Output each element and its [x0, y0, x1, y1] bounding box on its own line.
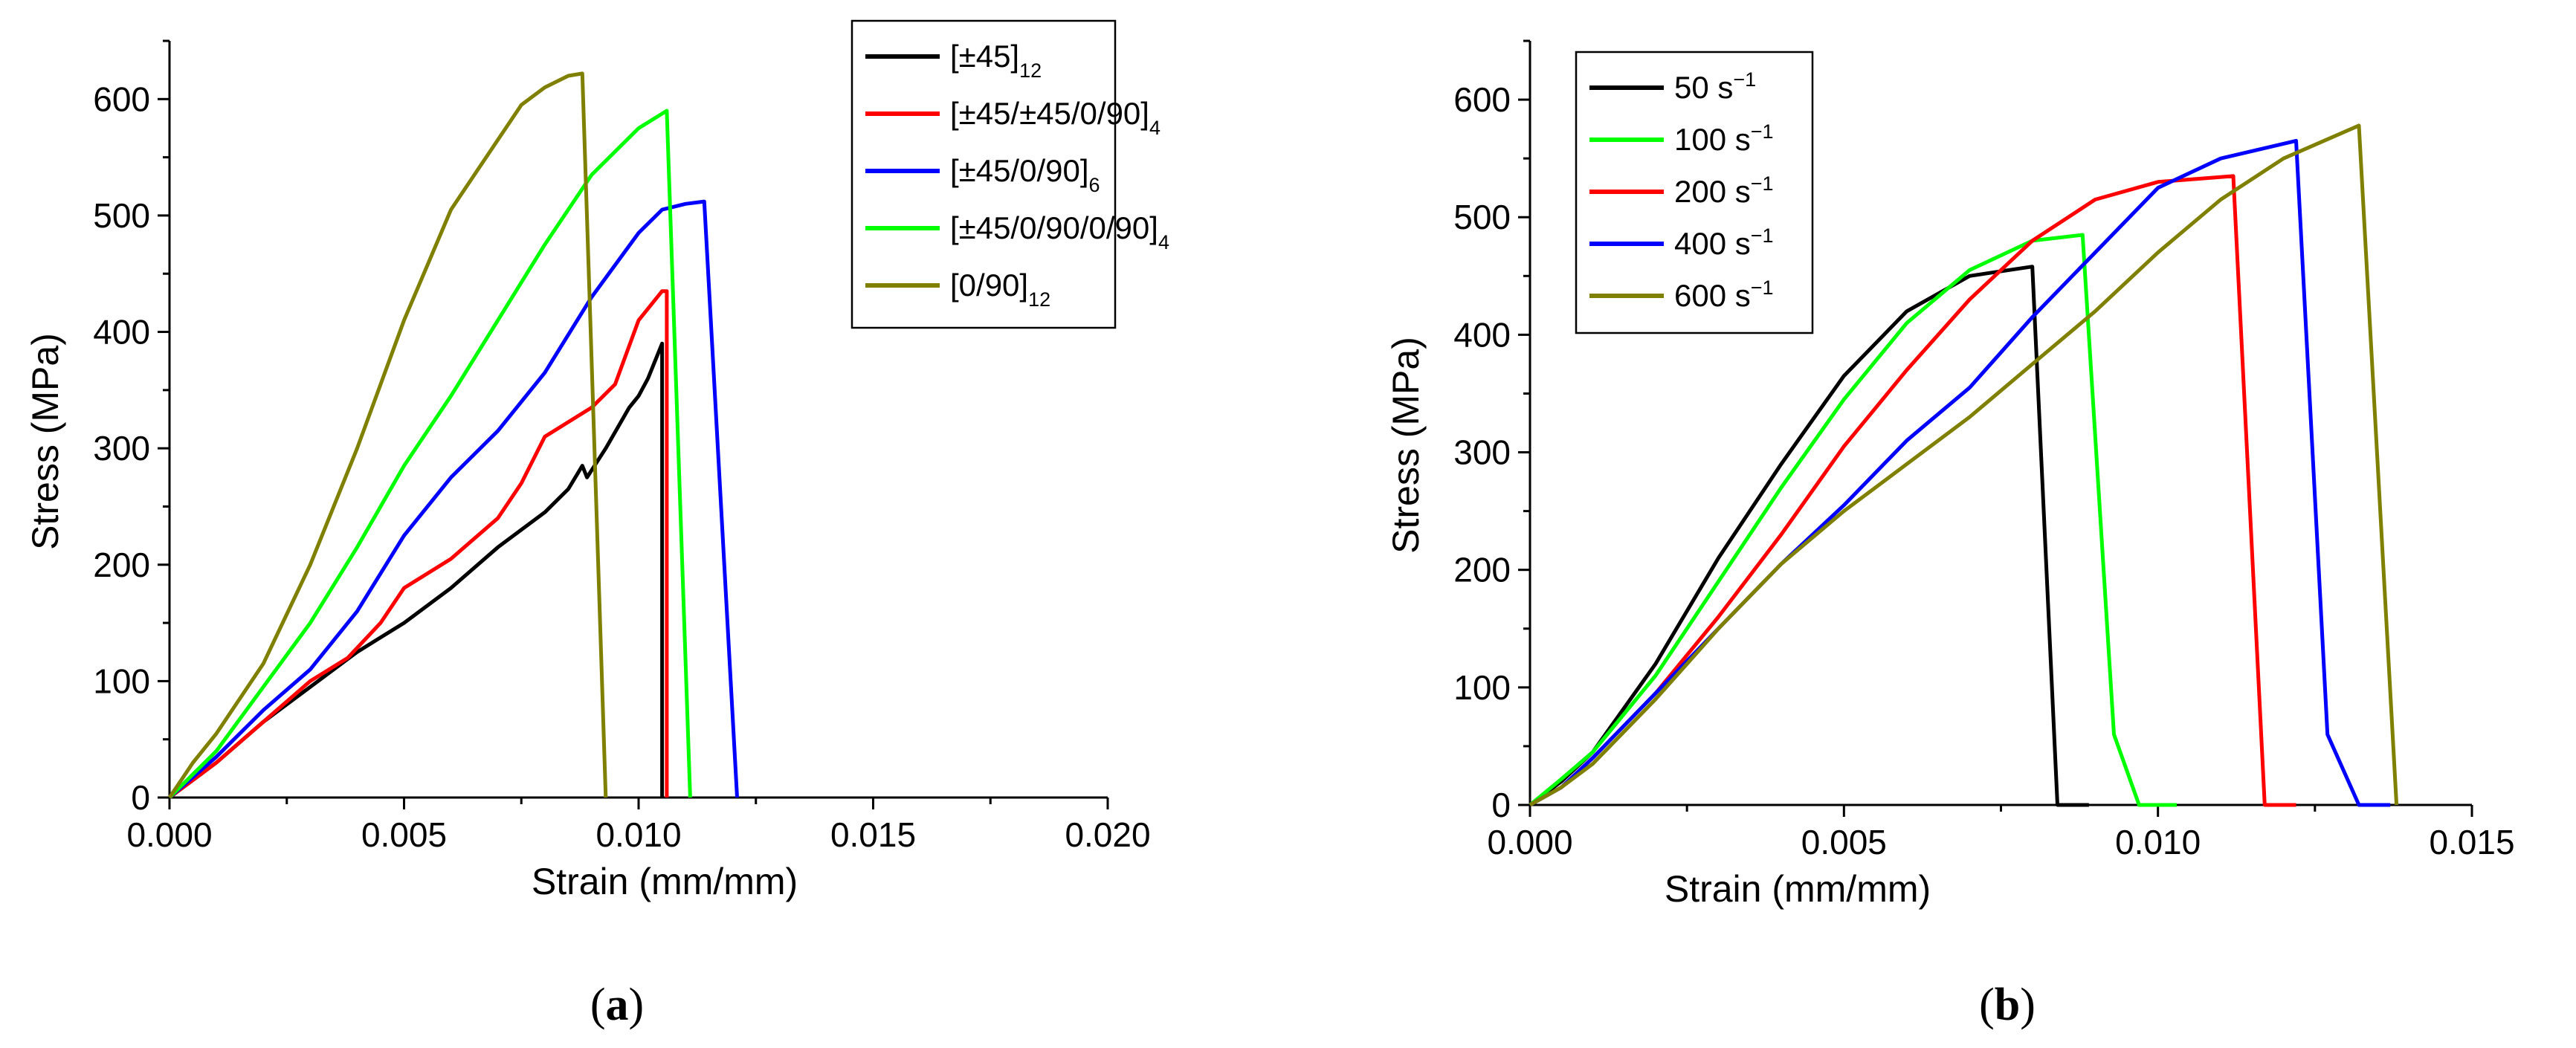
x-axis-label: Strain (mm/mm) [1665, 868, 1931, 910]
y-tick-label: 400 [1453, 315, 1511, 354]
panel-caption: (a) [590, 980, 644, 1030]
y-tick-label: 200 [93, 546, 150, 584]
y-tick-label: 0 [1491, 786, 1511, 824]
series-line-1 [168, 341, 665, 800]
x-tick-label: 0.010 [2115, 823, 2201, 861]
series-line-3 [168, 199, 739, 799]
x-tick-label: 0.005 [361, 815, 447, 854]
y-tick-label: 300 [1453, 433, 1511, 472]
series-line-5 [167, 71, 608, 799]
series-line-2 [168, 289, 669, 800]
legend-entry: 100 s−1 [1674, 120, 1774, 157]
panel-caption: (b) [1979, 980, 2036, 1030]
y-tick-label: 500 [1453, 198, 1511, 236]
x-tick-label: 0.005 [1801, 823, 1887, 861]
y-tick-label: 500 [93, 196, 150, 235]
y-tick-label: 200 [1453, 551, 1511, 589]
x-tick-label: 0.000 [126, 815, 212, 854]
series-line-2 [1529, 233, 2177, 807]
x-tick-label: 0.000 [1487, 823, 1572, 861]
y-tick-label: 400 [93, 313, 150, 352]
legend-box [850, 19, 1117, 329]
x-tick-label: 0.015 [830, 815, 916, 854]
x-tick-label: 0.010 [595, 815, 681, 854]
y-tick-label: 300 [93, 429, 150, 468]
series-line-5 [1529, 123, 2399, 807]
y-tick-label: 100 [93, 662, 150, 700]
series-line-4 [168, 109, 692, 799]
chart-panel-a: 0.000 0.005 0.010 0.015 0.020 0 100 200 300 400 50… [25, 19, 1169, 902]
series-line-4 [1529, 138, 2391, 807]
chart-panel-b: 0.000 0.005 0.010 0.015 0 100 200 300 400 500 600 S… [1385, 39, 2515, 910]
y-tick-label: 100 [1453, 668, 1511, 707]
y-tick-label: 600 [93, 80, 150, 118]
x-tick-label: 0.015 [2429, 823, 2514, 861]
x-axis-label: Strain (mm/mm) [532, 861, 798, 902]
y-tick-label: 0 [131, 778, 150, 817]
y-tick-label: 600 [1453, 80, 1511, 119]
y-axis-label: Stress (MPa) [1385, 337, 1427, 554]
x-tick-label: 0.020 [1065, 815, 1150, 854]
y-axis-label: Stress (MPa) [25, 333, 66, 550]
